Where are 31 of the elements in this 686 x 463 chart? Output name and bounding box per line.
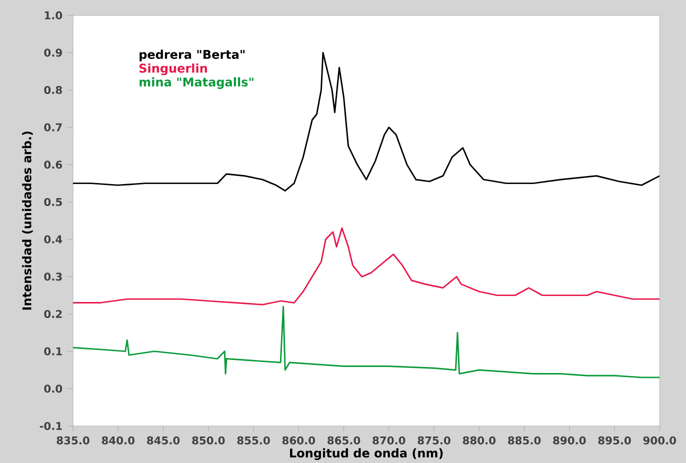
y-tick-label: 1.0 [44,11,62,20]
x-tick-label: 840.0 [102,436,134,444]
y-tick-label: 0.0 [44,384,62,393]
y-tick-label: 0.4 [44,235,62,244]
y-tick-label: 0.2 [44,310,62,318]
x-tick-label: 870.0 [372,436,406,444]
x-tick-label: 850.0 [192,436,225,444]
y-tick-label: 0.5 [44,198,62,206]
x-tick-label: 900.0 [643,436,676,444]
y-tick-label: 0.9 [44,48,62,57]
y-tick-label: 0.7 [44,123,62,132]
text: mina "Matagalls" [140,77,254,89]
x-tick-label: 865.0 [328,436,360,444]
x-tick-label: 880.0 [462,436,496,444]
x-tick-label: 845.0 [147,436,180,444]
y-tick-label: 0.3 [44,272,62,281]
x-tick-label: 855.0 [237,436,270,444]
x-tick-label: 860.0 [282,436,315,444]
x-tick-label: 885.0 [508,436,541,444]
x-tick-label: 895.0 [598,436,631,444]
x-tick-label: 835.0 [56,436,90,444]
x-tick-label: 890.0 [553,436,586,444]
x-tick-label: 875.0 [418,436,450,444]
text: Singuerlin [139,63,207,76]
x-axis-title: Longitud de onda (nm) [290,448,443,460]
y-tick-label: 0.6 [44,160,62,169]
y-axis-title: Intensidad (unidades arb.) [22,132,33,310]
text: pedrera "Berta" [140,50,245,62]
y-tick-label: 0.1 [44,347,62,356]
y-tick-label: 0.8 [44,86,62,94]
y-tick-label: -0.1 [40,422,62,430]
